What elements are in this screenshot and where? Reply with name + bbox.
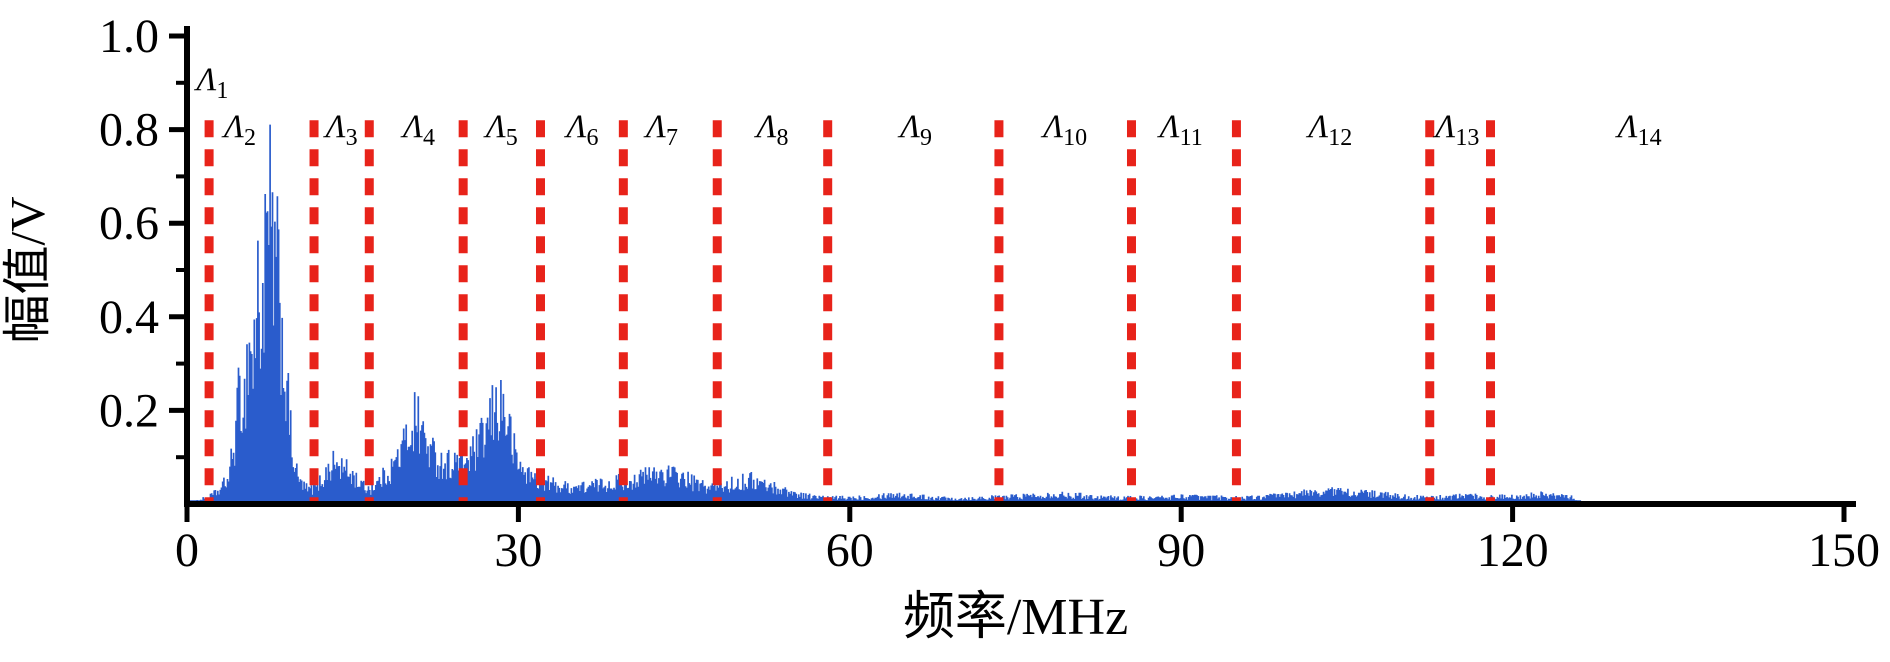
x-tick-label: 90 — [1157, 524, 1205, 577]
y-tick-label: 0.6 — [99, 197, 159, 250]
band-label: Λ8 — [754, 109, 789, 151]
band-label: Λ5 — [483, 109, 518, 151]
band-label: Λ7 — [643, 109, 678, 151]
band-label: Λ11 — [1157, 109, 1203, 151]
band-label: Λ3 — [323, 109, 358, 151]
y-tick-label: 1.0 — [99, 10, 159, 63]
band-label: Λ1 — [193, 62, 228, 104]
y-tick-label: 0.4 — [99, 291, 159, 344]
spectrum-series — [187, 124, 1581, 503]
band-label: Λ13 — [1432, 109, 1479, 151]
x-axis-title: 频率/MHz — [903, 589, 1128, 646]
band-label: Λ14 — [1615, 109, 1662, 151]
x-tick-label: 150 — [1808, 524, 1880, 577]
band-label: Λ12 — [1305, 109, 1352, 151]
band-label: Λ9 — [897, 109, 932, 151]
band-label: Λ2 — [221, 109, 256, 151]
y-tick-label: 0.8 — [99, 104, 159, 157]
x-tick-label: 30 — [494, 524, 542, 577]
band-label: Λ4 — [400, 109, 435, 151]
y-axis-title: 幅值/V — [0, 196, 55, 343]
band-label: Λ6 — [564, 109, 599, 151]
y-tick-label: 0.2 — [99, 384, 159, 437]
x-tick-label: 60 — [826, 524, 874, 577]
band-label: Λ10 — [1040, 109, 1087, 151]
x-tick-label: 0 — [175, 524, 199, 577]
x-tick-label: 120 — [1477, 524, 1549, 577]
